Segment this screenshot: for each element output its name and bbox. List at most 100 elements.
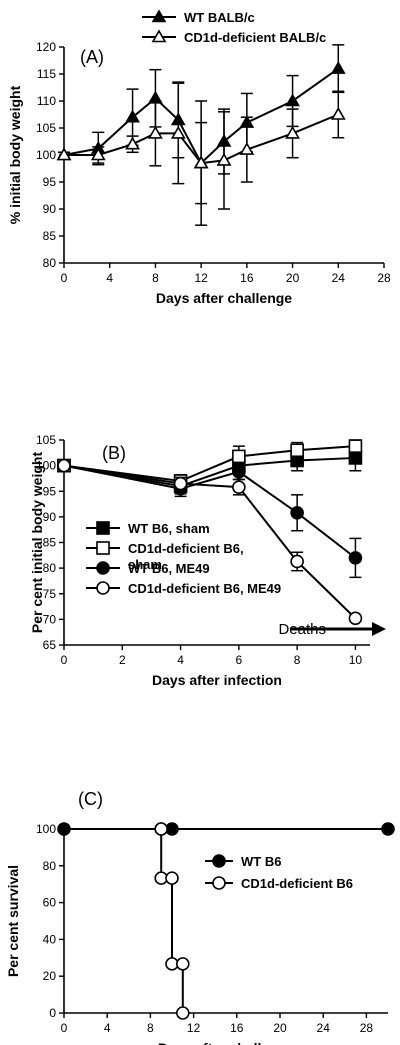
x-tick-label: 16 <box>240 271 254 285</box>
x-tick-label: 8 <box>147 1021 154 1035</box>
y-tick-label: 95 <box>43 484 57 498</box>
x-tick-label: 10 <box>349 653 363 667</box>
data-point <box>348 439 363 453</box>
data-point <box>330 106 346 120</box>
x-tick-label: 28 <box>377 271 391 285</box>
data-point <box>176 1006 190 1020</box>
x-tick-label: 0 <box>61 271 68 285</box>
x-tick-label: 16 <box>230 1021 244 1035</box>
y-tick-label: 40 <box>43 932 57 946</box>
x-tick-label: 28 <box>360 1021 374 1035</box>
legend-marker <box>212 876 226 890</box>
y-axis-label: % initial body weight <box>7 85 23 224</box>
x-axis-label: Days after infection <box>152 672 282 688</box>
data-point <box>232 480 246 494</box>
x-tick-label: 12 <box>194 271 208 285</box>
data-point <box>173 476 188 491</box>
legend-marker <box>96 561 110 575</box>
x-tick-label: 8 <box>294 653 301 667</box>
data-point <box>125 136 140 150</box>
y-tick-label: 100 <box>36 822 56 836</box>
legend-label: CD1d-deficient BALB/c <box>184 30 326 45</box>
data-point <box>285 93 300 107</box>
y-axis-label: Per cent survival <box>5 865 21 977</box>
legend-marker <box>212 854 226 868</box>
data-point <box>125 109 140 123</box>
y-tick-label: 70 <box>43 612 57 626</box>
data-point <box>239 141 255 155</box>
data-point <box>232 464 246 479</box>
legend-marker <box>96 581 110 595</box>
x-tick-label: 6 <box>236 653 243 667</box>
y-tick-label: 120 <box>36 40 56 54</box>
legend-marker <box>96 521 110 535</box>
y-tick-label: 90 <box>43 202 57 216</box>
data-point <box>148 125 163 139</box>
data-point <box>57 458 71 473</box>
legend-label: CD1d-deficient B6 <box>241 876 353 891</box>
x-tick-label: 2 <box>119 653 126 667</box>
data-point <box>290 554 304 569</box>
legend-label: CD1d-deficient B6, ME49 <box>128 581 281 596</box>
y-tick-label: 105 <box>36 433 56 447</box>
y-tick-label: 20 <box>43 969 57 983</box>
y-tick-label: 105 <box>36 121 56 135</box>
data-point <box>56 147 72 161</box>
data-point <box>232 449 246 464</box>
panel-b: 65 70 75 80 85 90 95 100 105 0 2 4 6 8 10 Days after in… <box>29 433 386 688</box>
y-tick-label: 110 <box>37 94 56 108</box>
y-tick-label: 80 <box>43 561 57 575</box>
data-point <box>165 871 179 885</box>
data-point <box>348 451 363 465</box>
y-tick-label: 60 <box>43 896 57 910</box>
y-tick-label: 65 <box>43 638 57 652</box>
series-line <box>64 113 339 165</box>
legend-label: WT B6 <box>241 854 281 869</box>
x-tick-label: 12 <box>187 1021 201 1035</box>
panel-c: 0 20 40 60 80 100 0 4 8 12 16 20 24 28 Days after chal… <box>5 789 395 1045</box>
x-tick-label: 20 <box>286 271 300 285</box>
legend-marker <box>151 9 167 23</box>
data-point <box>216 152 232 166</box>
deaths-arrow-head <box>372 622 386 636</box>
legend-label: WT BALB/c <box>184 10 255 25</box>
data-point <box>290 505 304 520</box>
x-tick-label: 4 <box>104 1021 111 1035</box>
data-point <box>290 443 304 458</box>
panel-label: (C) <box>78 789 103 809</box>
y-tick-label: 85 <box>43 536 57 550</box>
x-tick-label: 24 <box>317 1021 331 1035</box>
y-tick-label: 95 <box>43 175 57 189</box>
data-point <box>170 125 186 139</box>
series-line <box>63 67 339 165</box>
data-point <box>154 822 168 836</box>
y-tick-label: 85 <box>43 229 57 243</box>
data-point <box>90 147 106 161</box>
data-point <box>57 822 71 836</box>
data-point <box>381 822 395 836</box>
y-tick-label: 80 <box>43 859 57 873</box>
legend-label: WT B6, sham <box>128 521 210 536</box>
x-tick-label: 4 <box>106 271 113 285</box>
y-axis-label: Per cent initial body weight <box>29 452 45 634</box>
y-tick-label: 75 <box>43 587 57 601</box>
y-tick-label: 100 <box>36 148 56 162</box>
x-axis-label: Days after challenge <box>158 1040 294 1045</box>
x-tick-label: 8 <box>152 271 159 285</box>
x-tick-label: 0 <box>61 653 68 667</box>
data-point <box>193 155 209 169</box>
legend-label-line: sham <box>128 557 162 572</box>
y-tick-label: 0 <box>49 1006 56 1020</box>
data-point <box>176 957 190 971</box>
legend-marker <box>96 541 110 555</box>
x-tick-label: 20 <box>273 1021 287 1035</box>
x-tick-label: 24 <box>332 271 346 285</box>
y-tick-label: 100 <box>36 459 56 473</box>
y-tick-label: 115 <box>37 67 56 81</box>
legend-label: CD1d-deficient B6, sham <box>128 541 244 572</box>
legend-label-line: CD1d-deficient B6, <box>128 541 244 556</box>
x-tick-label: 0 <box>61 1021 68 1035</box>
legend-label: WT B6, ME49 <box>128 561 210 576</box>
data-point <box>285 125 300 139</box>
